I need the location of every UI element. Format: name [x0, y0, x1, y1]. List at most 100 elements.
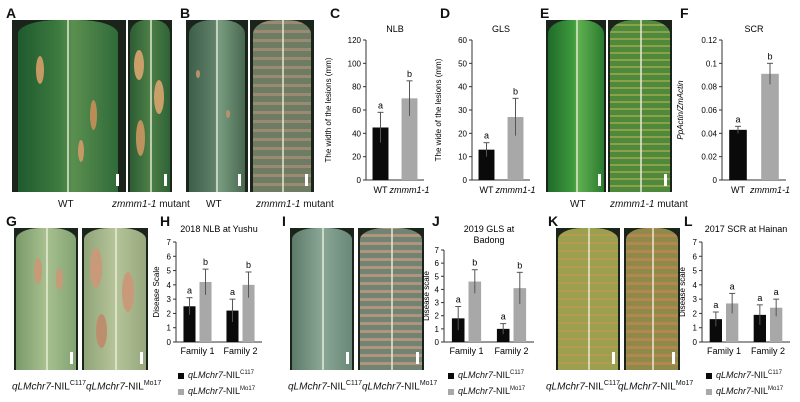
- y-tick-label: 80: [352, 83, 361, 92]
- significance-letter: b: [246, 260, 251, 270]
- bar-2: [507, 117, 524, 180]
- x-tick-label: Family 1: [707, 346, 741, 356]
- bar-series-1-cat-1: [183, 306, 196, 342]
- photo-nil-mo17-gls-leaf: [358, 228, 424, 370]
- bar-series-1-cat-2: [753, 314, 766, 342]
- panel-label-d: D: [440, 5, 451, 21]
- y-tick-label: 100: [348, 59, 362, 68]
- bar-1: [372, 127, 389, 180]
- chart-title: 2019 GLS at Badong: [464, 224, 515, 245]
- x-tick-label: Family 2: [751, 346, 785, 356]
- significance-letter: a: [484, 131, 489, 141]
- y-axis-label: Disease Scale: [152, 266, 161, 318]
- photo-nil-c117-gls-leaf: [290, 228, 354, 370]
- legend-j-c117: qLMchr7-NILC117: [448, 368, 525, 381]
- photo-nil-c117-scr-leaf: [556, 228, 620, 370]
- panel-label-i: I: [282, 213, 286, 229]
- y-tick-label: 120: [348, 36, 362, 45]
- chart-title: NLB: [386, 24, 404, 34]
- panel-label-e: E: [540, 5, 550, 21]
- y-tick-label: 6: [435, 259, 440, 268]
- photo-wt-scr-leaf: [546, 20, 606, 192]
- y-tick-label: 60: [352, 106, 361, 115]
- chart-2018-nlb-yushu: 2018 NLB at Yushu 0 1 2 3 4 5 6 7 Disease Scale a b…: [152, 224, 262, 356]
- y-tick-label: 7: [167, 238, 172, 247]
- x-tick-label: zmmm1-1: [389, 185, 430, 195]
- y-tick-label: 1: [693, 324, 698, 333]
- bar-series-1-cat-2: [496, 328, 510, 342]
- photo-mutant-nlb-leaf: [128, 20, 172, 192]
- legend-l: qLMchr7-NILC117 qLMchr7-NILMo17: [706, 368, 783, 397]
- y-axis-label: Disease scale: [422, 271, 431, 321]
- significance-letter: a: [230, 287, 235, 297]
- bar-1: [729, 129, 747, 180]
- panel-label-j: J: [432, 213, 440, 229]
- chart-title: SCR: [744, 24, 764, 34]
- bar-series-2-cat-1: [468, 281, 482, 342]
- y-tick-label: 5: [693, 267, 698, 276]
- panel-label-b: B: [180, 5, 191, 21]
- y-axis-label: PpActin/ZmActin: [676, 80, 685, 140]
- y-tick-label: 7: [435, 246, 440, 255]
- caption-i-nil-mo17: qLMchr7-NILMo17: [362, 380, 438, 393]
- bar-series-1-cat-1: [451, 318, 465, 342]
- photo-wt-gls-leaf: [186, 20, 248, 192]
- y-tick-label: 3: [167, 295, 172, 304]
- caption-b-mutant: zmmm1-1 mutant: [256, 199, 334, 210]
- bar-series-2-cat-2: [770, 307, 783, 342]
- y-tick-label: 0: [357, 176, 362, 185]
- bar-series-1-cat-1: [709, 319, 722, 342]
- x-tick-label: zmmm1-1: [495, 185, 536, 195]
- y-tick-label: 0: [713, 176, 718, 185]
- y-tick-label: 20: [352, 153, 361, 162]
- x-tick-label: zmmm1-1: [749, 185, 790, 195]
- y-tick-label: 7: [693, 238, 698, 247]
- panel-label-g: G: [6, 213, 17, 229]
- caption-e-mutant: zmmm1-1 mutant: [610, 199, 688, 210]
- y-tick-label: 0.1: [706, 59, 718, 68]
- significance-letter: b: [203, 257, 208, 267]
- caption-e-wt: WT: [570, 199, 586, 210]
- y-tick-label: 1: [167, 324, 172, 333]
- legend-j: qLMchr7-NILC117 qLMchr7-NILMo17: [448, 368, 525, 397]
- legend-h: qLMchr7-NILC117 qLMchr7-NILMo17: [178, 368, 255, 397]
- y-tick-label: 40: [352, 129, 361, 138]
- significance-letter: a: [378, 100, 383, 110]
- chart-gls-lesion-width: GLS 0 10 20 30 40 50 60 The wide of the lesions …: [434, 24, 536, 195]
- y-tick-label: 0.04: [701, 129, 717, 138]
- y-tick-label: 20: [458, 129, 467, 138]
- significance-letter: b: [407, 69, 412, 79]
- caption-k-nil-c117: qLMchr7-NILC117: [546, 380, 621, 393]
- caption-b-wt: WT: [206, 199, 222, 210]
- panel-label-f: F: [680, 5, 689, 21]
- bar-2: [401, 98, 418, 180]
- bar-series-2-cat-1: [199, 282, 212, 342]
- y-tick-label: 2: [693, 309, 698, 318]
- x-tick-label: WT: [374, 185, 388, 195]
- panel-label-c: C: [330, 5, 341, 21]
- x-tick-label: WT: [480, 185, 494, 195]
- significance-letter: a: [713, 300, 718, 310]
- significance-letter: a: [187, 286, 192, 296]
- photo-nil-mo17-scr-leaf: [624, 228, 680, 370]
- bar-series-2-cat-1: [726, 303, 739, 342]
- y-tick-label: 60: [458, 36, 467, 45]
- bar-series-1-cat-2: [226, 310, 239, 342]
- y-tick-label: 0.12: [701, 36, 717, 45]
- significance-letter: a: [735, 114, 740, 124]
- legend-h-c117: qLMchr7-NILC117: [178, 368, 255, 381]
- x-tick-label: Family 1: [449, 346, 483, 356]
- photo-nil-mo17-nlb-leaf: [82, 228, 148, 370]
- photo-mutant-scr-leaf: [608, 20, 672, 192]
- y-tick-label: 2: [167, 309, 172, 318]
- caption-k-nil-mo17: qLMchr7-NILMo17: [618, 380, 694, 393]
- panel-label-a: A: [6, 5, 17, 21]
- y-tick-label: 0.08: [701, 83, 717, 92]
- legend-l-mo17: qLMchr7-NILMo17: [706, 384, 783, 397]
- caption-g-nil-c117: qLMchr7-NILC117: [12, 380, 87, 393]
- significance-letter: a: [757, 293, 762, 303]
- significance-letter: a: [730, 281, 735, 291]
- caption-i-nil-c117: qLMchr7-NILC117: [288, 380, 363, 393]
- y-tick-label: 40: [458, 83, 467, 92]
- significance-letter: a: [774, 287, 779, 297]
